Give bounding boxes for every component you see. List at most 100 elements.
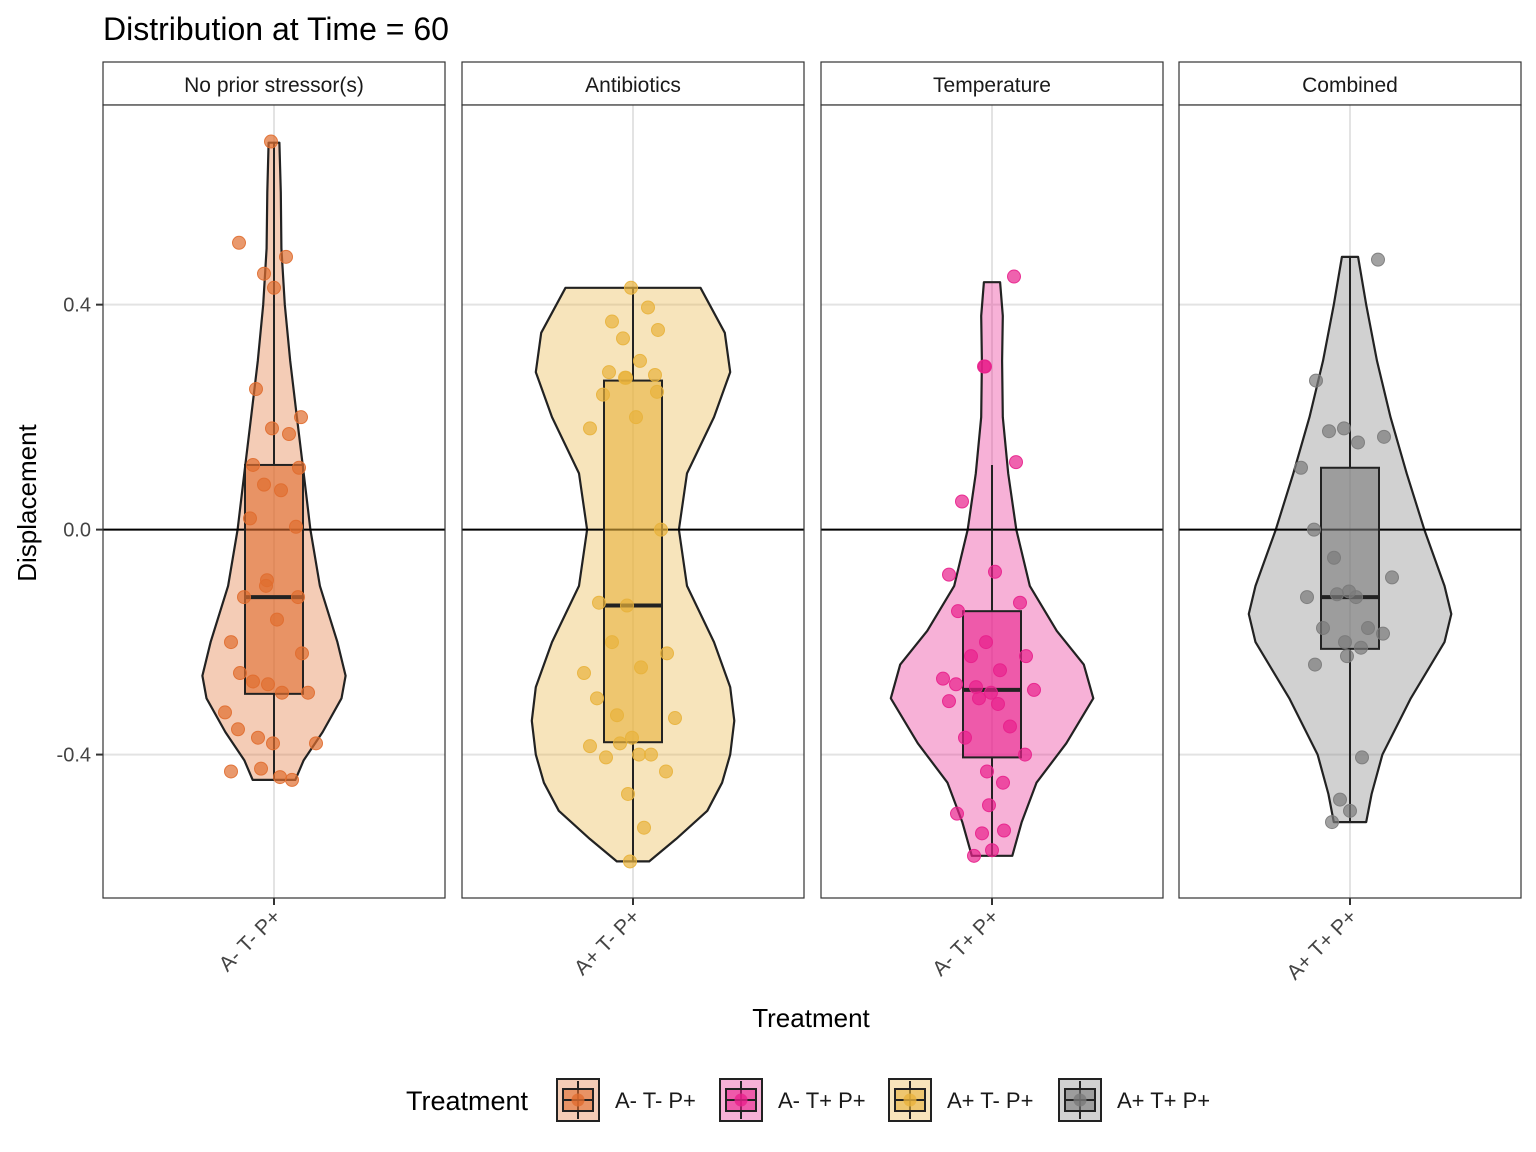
data-point [616, 331, 630, 346]
data-point [232, 235, 246, 250]
data-point [641, 300, 655, 315]
data-point [984, 685, 998, 700]
data-point [254, 761, 268, 776]
data-point [996, 775, 1010, 790]
data-point [1007, 269, 1021, 284]
data-point [988, 564, 1002, 579]
data-point [274, 483, 288, 498]
panel-2: Antibiotics A+ T- P+ [461, 61, 805, 980]
data-point [668, 711, 682, 726]
x-axis-title: Treatment [752, 1003, 870, 1033]
data-point [1330, 587, 1344, 602]
data-point [1308, 657, 1322, 672]
x-tick-label: A+ T+ P+ [1282, 905, 1361, 984]
y-tick-label: -0.4 [57, 745, 91, 767]
data-point [955, 494, 969, 509]
strip-box [102, 61, 446, 106]
legend-key-point [903, 1093, 917, 1107]
data-point [972, 691, 986, 706]
data-point [1300, 590, 1314, 605]
data-point [1343, 803, 1357, 818]
data-point [233, 666, 247, 681]
data-point [949, 677, 963, 692]
strip-label: Combined [1302, 74, 1398, 97]
panels-layer: No prior stressor(s) A- T- P+ AntibioticsA… [102, 61, 1522, 984]
data-point [266, 736, 280, 751]
y-axis: -0.4 0.0 0.4 [57, 295, 103, 767]
data-point [1340, 649, 1354, 664]
data-point [1307, 522, 1321, 537]
data-point [285, 772, 299, 787]
data-point [997, 823, 1011, 838]
legend-item-4: A+ T+ P+ [1058, 1078, 1210, 1122]
strip-label: Temperature [933, 74, 1051, 97]
data-point [1316, 621, 1330, 636]
data-point [590, 691, 604, 706]
data-point [942, 694, 956, 709]
x-tick-label: A+ T- P+ [570, 905, 645, 980]
data-point [243, 511, 257, 526]
data-point [249, 382, 263, 397]
data-point [270, 612, 284, 627]
data-point [633, 353, 647, 368]
legend-title: Treatment [406, 1086, 529, 1116]
data-point [942, 567, 956, 582]
data-point [291, 590, 305, 605]
data-point [301, 685, 315, 700]
data-point [224, 635, 238, 650]
data-point [294, 410, 308, 425]
data-point [654, 522, 668, 537]
data-point [583, 421, 597, 436]
data-point [985, 843, 999, 858]
data-point [275, 685, 289, 700]
data-point [618, 370, 632, 385]
data-point [977, 359, 991, 374]
y-axis-title: Displacement [12, 423, 42, 581]
data-point [1354, 640, 1368, 655]
box [603, 379, 663, 744]
strip-box [461, 61, 805, 106]
y-tick-label: 0.0 [63, 520, 91, 542]
legend-item-1: A- T- P+ [556, 1078, 696, 1122]
data-point [1371, 252, 1385, 267]
data-point [273, 770, 287, 785]
data-point [282, 427, 296, 442]
data-point [1009, 455, 1023, 470]
data-point [1355, 750, 1369, 765]
data-point [951, 604, 965, 619]
data-point [621, 786, 635, 801]
data-point [265, 421, 279, 436]
data-point [610, 708, 624, 723]
data-point [289, 519, 303, 534]
data-point [1376, 626, 1390, 641]
data-point [1018, 747, 1032, 762]
data-point [259, 578, 273, 593]
legend-key-point [571, 1093, 585, 1107]
data-point [648, 367, 662, 382]
data-point [1385, 570, 1399, 585]
data-point [991, 696, 1005, 711]
strip-label: No prior stressor(s) [184, 74, 364, 97]
data-point [1338, 635, 1352, 650]
legend-label: A- T+ P+ [778, 1088, 866, 1113]
data-point [1351, 435, 1365, 450]
panel-3: Temperature A- T+ P+ [820, 61, 1164, 981]
data-point [246, 457, 260, 472]
data-point [605, 635, 619, 650]
data-point [993, 663, 1007, 678]
box [244, 463, 304, 695]
data-point [650, 384, 664, 399]
data-point [1337, 421, 1351, 436]
data-point [1377, 429, 1391, 444]
strip-box [820, 61, 1164, 106]
data-point [596, 387, 610, 402]
data-point [1322, 424, 1336, 439]
data-point [218, 705, 232, 720]
x-tick-label: A- T- P+ [215, 905, 286, 976]
panel-4: Combined A+ T+ P+ [1178, 61, 1522, 984]
data-point [1349, 590, 1363, 605]
legend-label: A- T- P+ [615, 1088, 696, 1113]
data-point [1294, 460, 1308, 475]
data-point [602, 365, 616, 380]
